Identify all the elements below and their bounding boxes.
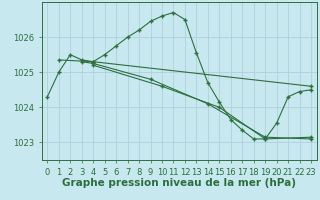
X-axis label: Graphe pression niveau de la mer (hPa): Graphe pression niveau de la mer (hPa) — [62, 178, 296, 188]
